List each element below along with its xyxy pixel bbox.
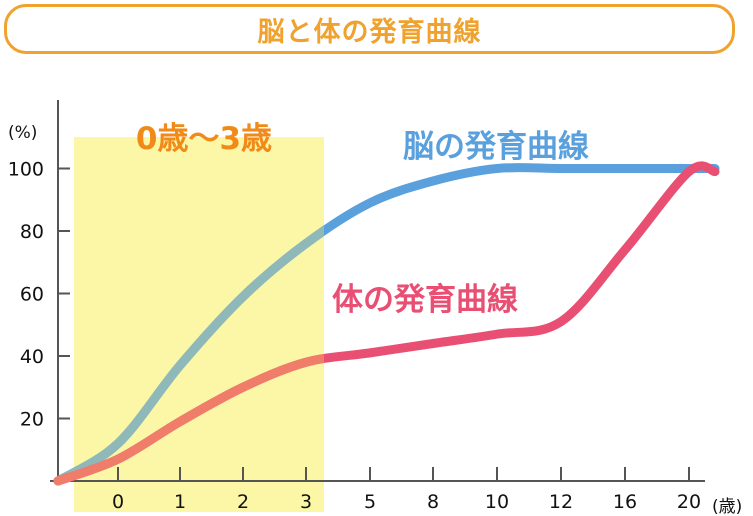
x-tick-label: 12: [549, 491, 573, 513]
x-tick-label: 1: [174, 491, 186, 513]
y-tick-label: 20: [20, 409, 44, 431]
x-tick-label: 0: [112, 491, 124, 513]
brain-growth-line-highlighted-segment: [53, 225, 324, 486]
y-tick-label: 100: [8, 159, 44, 181]
body-growth-line-highlighted-segment: [53, 353, 324, 486]
y-tick-label: 80: [20, 221, 44, 243]
x-unit-label: (歳): [712, 497, 742, 516]
x-tick-label: 16: [613, 491, 637, 513]
x-tick-label: 2: [237, 491, 249, 513]
y-tick-label: 60: [20, 284, 44, 306]
body-series-label: 体の発育曲線: [332, 282, 518, 318]
highlight-label: 0歳〜3歳: [136, 121, 272, 157]
x-tick-label: 10: [485, 491, 509, 513]
chart-title: 脳と体の発育曲線: [4, 4, 735, 54]
highlight-region-0-3: [74, 137, 324, 512]
x-tick-label: 5: [364, 491, 376, 513]
brain-series-label: 脳の発育曲線: [403, 129, 589, 165]
y-unit-label: (%): [8, 123, 37, 143]
y-tick-label: 40: [20, 346, 44, 368]
x-tick-label: 8: [427, 491, 439, 513]
x-tick-label: 20: [677, 491, 701, 513]
x-tick-label: 3: [300, 491, 312, 513]
